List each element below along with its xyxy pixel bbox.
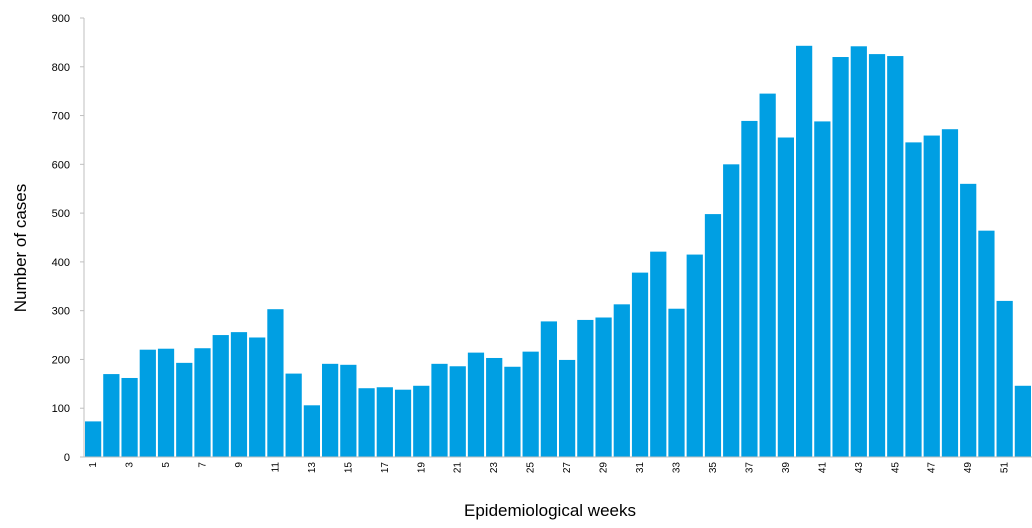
bar-week-23 [486,357,503,457]
y-tick-label: 300 [52,306,70,318]
bar-week-14 [322,363,339,457]
bar-week-5 [157,348,175,457]
bar-week-2 [103,374,120,457]
bar-week-17 [376,387,393,457]
x-tick-label: 49 [963,462,974,474]
x-tick-label: 17 [380,462,391,474]
y-axis-title: Number of cases [11,184,30,313]
bar-week-4 [139,349,156,457]
bar-week-3 [121,377,138,457]
x-tick-label: 33 [672,462,683,474]
bar-week-9 [230,332,248,457]
bar-week-51 [996,300,1013,457]
bar-week-35 [704,214,722,457]
bars-group [85,45,1031,458]
y-tick-label: 0 [64,452,70,464]
y-tick-label: 200 [52,354,70,366]
x-axis-ticks: 1 3 5 7 9 11 13 15 17 19 21 23 25 27 29 31 33 35 37 39 41 43 4… [88,462,1011,474]
x-tick-label: 31 [635,462,646,474]
x-tick-label: 1 [88,462,99,468]
bar-week-33 [668,308,685,457]
bar-week-27 [559,359,576,457]
y-tick-label: 400 [52,257,70,269]
bar-week-52 [1014,385,1031,457]
bar-week-13 [303,405,320,457]
x-tick-label: 51 [1000,462,1011,474]
x-tick-label: 19 [416,462,427,474]
bar-week-45 [887,56,904,458]
bar-week-8 [212,335,229,457]
bar-week-50 [978,230,995,457]
y-tick-label: 500 [52,208,70,220]
x-tick-label: 3 [125,462,136,468]
bar-week-28 [577,319,594,457]
bar-week-29 [595,317,612,457]
bar-week-39 [777,137,794,457]
x-tick-label: 13 [307,462,318,474]
bar-week-7 [194,348,211,457]
y-tick-label: 600 [52,159,70,171]
bar-week-16 [358,388,375,457]
bar-week-34 [686,254,703,457]
bar-week-30 [613,304,630,457]
x-tick-label: 43 [854,462,865,474]
bar-week-43 [850,46,867,457]
bar-week-31 [631,272,649,457]
bar-week-26 [540,321,557,457]
x-axis-title: Epidemiological weeks [464,501,636,520]
bar-week-49 [960,183,977,457]
bar-week-19 [413,385,430,457]
y-tick-label: 700 [52,111,70,123]
bar-week-24 [504,366,521,457]
y-tick-label: 100 [52,403,70,415]
x-tick-label: 47 [927,462,938,474]
bar-week-25 [522,351,539,457]
bar-week-37 [741,120,758,458]
bar-week-15 [340,364,357,457]
bar-week-38 [759,93,776,458]
x-tick-label: 45 [890,462,901,474]
y-tick-label: 800 [52,62,70,74]
bar-week-36 [723,164,740,457]
x-tick-label: 5 [161,462,172,468]
x-tick-label: 9 [234,462,245,468]
bar-week-48 [941,129,959,457]
y-tick-label: 900 [52,13,70,25]
bar-week-18 [394,389,412,457]
bar-week-42 [832,57,849,458]
bar-week-32 [650,251,667,457]
bar-week-41 [814,121,831,457]
bar-week-44 [868,54,886,457]
x-tick-label: 25 [526,462,537,474]
bar-week-12 [285,373,302,457]
bar-week-46 [905,142,922,457]
bar-week-20 [431,363,448,457]
bar-week-21 [449,366,466,457]
x-tick-label: 23 [489,462,500,474]
bar-week-40 [796,45,813,458]
x-tick-label: 21 [453,462,464,474]
x-tick-label: 7 [198,462,209,468]
bar-week-47 [923,135,940,458]
x-tick-label: 11 [270,462,281,473]
x-tick-label: 15 [343,462,354,474]
x-tick-label: 35 [708,462,719,474]
x-tick-label: 37 [744,462,755,474]
bar-week-11 [267,309,284,457]
bar-week-1 [85,421,102,457]
x-tick-label: 27 [562,462,573,474]
bar-week-6 [176,362,193,457]
bar-week-22 [467,352,485,457]
x-tick-label: 29 [599,462,610,474]
x-tick-label: 41 [817,462,828,474]
x-tick-label: 39 [781,462,792,474]
bar-week-10 [249,337,266,457]
y-axis-ticks: 0 100 200 300 400 500 600 700 800 900 [52,13,84,464]
